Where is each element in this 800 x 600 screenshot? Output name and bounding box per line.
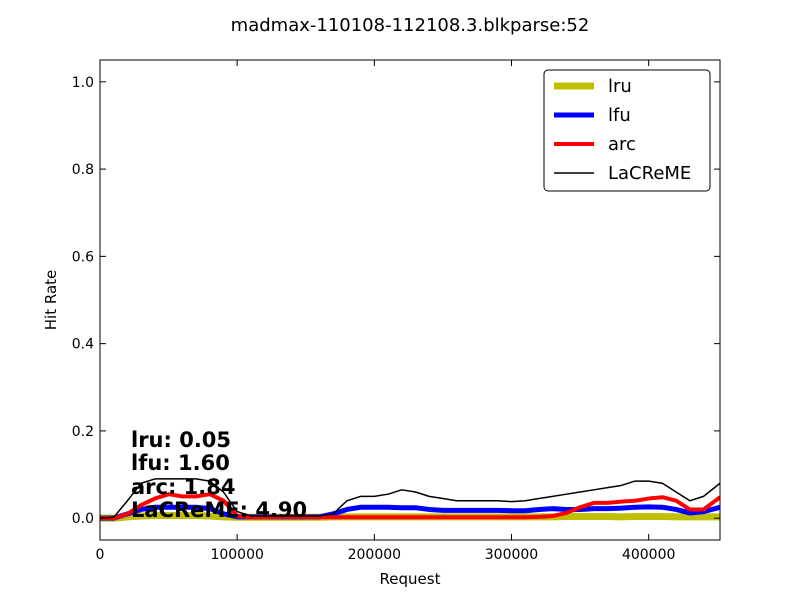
series-layer (100, 478, 720, 522)
x-tick-label: 100000 (210, 547, 263, 563)
y-tick-label: 0.8 (72, 162, 94, 178)
legend: lru lfu arc LaCReME (543, 69, 711, 192)
annotation-lfu: lfu: 1.60 (131, 451, 230, 475)
annotation-lacreme: LaCReME: 4.90 (131, 498, 307, 522)
ticks-layer: 0 100000 200000 300000 400000 0.0 0.2 0.4 0.6 0.8… (72, 60, 720, 563)
x-tick-label: 400000 (622, 547, 675, 563)
series-line-lfu (100, 504, 720, 521)
legend-label-arc: arc (608, 134, 636, 155)
legend-label-lacreme: LaCReME (608, 163, 691, 184)
y-tick-label: 0.6 (72, 249, 94, 265)
x-tick-label: 200000 (348, 547, 401, 563)
legend-label-lru: lru (608, 76, 632, 97)
x-tick-label: 300000 (485, 547, 538, 563)
annotation-lru: lru: 0.05 (131, 428, 231, 452)
annotation-arc: arc: 1.84 (131, 475, 236, 499)
y-axis-label: Hit Rate (42, 270, 60, 331)
y-tick-label: 0.2 (72, 424, 94, 440)
series-line-lacreme (100, 478, 720, 519)
score-annotations: lru: 0.05 lfu: 1.60 arc: 1.84 LaCReME: 4… (131, 428, 307, 522)
plot-frame (99, 59, 721, 541)
x-axis-label: Request (380, 570, 441, 588)
chart-title: madmax-110108-112108.3.blkparse:52 (231, 15, 590, 36)
y-tick-label: 0.0 (72, 511, 94, 527)
legend-items: lru lfu arc LaCReME (554, 76, 691, 184)
series-line-arc (100, 492, 720, 521)
y-tick-label: 0.4 (72, 337, 94, 353)
y-tick-label: 1.0 (72, 75, 94, 91)
x-tick-label: 0 (96, 547, 105, 563)
legend-label-lfu: lfu (608, 105, 631, 126)
legend-box (543, 69, 711, 192)
